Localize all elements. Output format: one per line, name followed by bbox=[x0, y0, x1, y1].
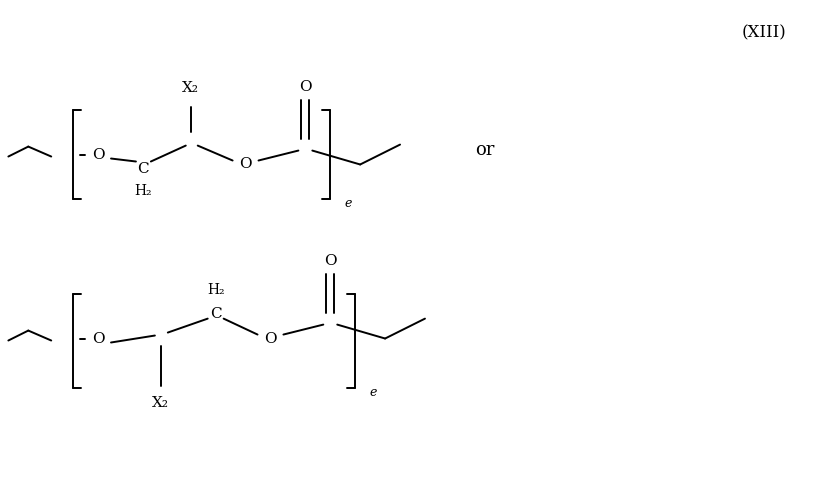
Text: X₂: X₂ bbox=[153, 396, 169, 410]
Text: e: e bbox=[370, 386, 377, 399]
Text: X₂: X₂ bbox=[182, 81, 200, 95]
Text: e: e bbox=[345, 197, 352, 210]
Text: C: C bbox=[210, 306, 221, 321]
Text: H₂: H₂ bbox=[134, 184, 152, 199]
Text: or: or bbox=[475, 141, 494, 159]
Text: O: O bbox=[299, 80, 312, 94]
Text: H₂: H₂ bbox=[207, 283, 224, 297]
Text: O: O bbox=[92, 332, 105, 346]
Text: O: O bbox=[92, 148, 105, 162]
Text: (XIII): (XIII) bbox=[742, 25, 786, 42]
Text: O: O bbox=[264, 332, 277, 346]
Text: C: C bbox=[137, 162, 148, 176]
Text: O: O bbox=[324, 254, 337, 268]
Text: O: O bbox=[239, 157, 252, 171]
